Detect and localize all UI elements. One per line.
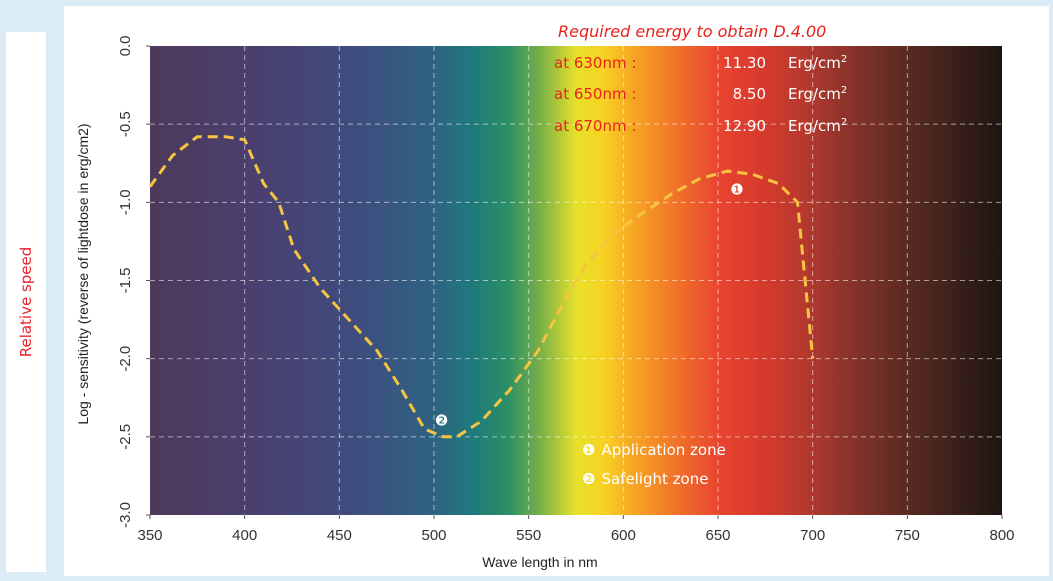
x-tick-label: 800 xyxy=(989,527,1014,544)
x-tick-label: 550 xyxy=(516,527,541,544)
zone-marker: ❷ xyxy=(435,412,448,430)
y-axis-title: Log - sensitivity (reverse of lightdose … xyxy=(75,123,91,424)
y-tick-label: -1.0 xyxy=(117,189,134,215)
y-tick-label: -3.0 xyxy=(117,502,134,528)
zone-marker: ❶ xyxy=(730,180,743,198)
energy-row-label: at 630nm : xyxy=(554,54,636,72)
energy-row-3: at 670nm : 12.90 Erg/cm2 xyxy=(554,117,847,135)
x-tick-label: 350 xyxy=(137,527,162,544)
energy-row-2: at 650nm : 8.50 Erg/cm2 xyxy=(554,85,847,103)
legend-safelight-zone: ❷ Safelight zone xyxy=(582,470,708,488)
x-tick-label: 700 xyxy=(800,527,825,544)
energy-row-label: at 650nm : xyxy=(554,85,636,103)
energy-row-label: at 670nm : xyxy=(554,117,636,135)
energy-row-1: at 630nm : 11.30 Erg/cm2 xyxy=(554,54,847,72)
chart-panel: 350 400 450 500 550 600 650 700 750 800 0.0 -0.5 -1… xyxy=(64,6,1049,576)
x-tick-label: 400 xyxy=(232,527,257,544)
y-tick-label: -1.5 xyxy=(117,268,134,294)
y-tick-label: -2.5 xyxy=(117,424,134,450)
x-axis-title: Wave length in nm xyxy=(482,554,597,570)
y-axis-ticks: 0.0 -0.5 -1.0 -1.5 -2.0 -2.5 -3.0 xyxy=(117,36,150,528)
x-tick-label: 750 xyxy=(895,527,920,544)
energy-row-unit: Erg/cm2 xyxy=(788,54,847,72)
annotation-title-box xyxy=(550,14,956,44)
legend-application-zone: ❶ Application zone xyxy=(582,441,726,459)
zone-markers: ❶❷ xyxy=(435,180,744,429)
x-axis-ticks: 350 400 450 500 550 600 650 700 750 800 xyxy=(137,515,1015,544)
x-tick-label: 600 xyxy=(611,527,636,544)
energy-row-value: 11.30 xyxy=(723,54,766,72)
side-label-strip xyxy=(6,32,46,572)
relative-speed-label: Relative speed xyxy=(17,246,35,358)
series-layer xyxy=(148,135,815,439)
y-tick-label: -0.5 xyxy=(117,111,134,137)
x-tick-label: 650 xyxy=(705,527,730,544)
energy-row-value: 8.50 xyxy=(733,85,766,103)
spectral-sensitivity-chart: 350 400 450 500 550 600 650 700 750 800 0.0 -0.5 -1… xyxy=(75,14,1015,570)
energy-row-value: 12.90 xyxy=(723,117,766,135)
energy-row-unit: Erg/cm2 xyxy=(788,85,847,103)
zone-legend: ❶ Application zone ❷ Safelight zone xyxy=(582,441,726,488)
energy-row-unit: Erg/cm2 xyxy=(788,117,847,135)
x-tick-label: 450 xyxy=(327,527,352,544)
y-tick-label: 0.0 xyxy=(117,36,134,57)
sensitivity-curve xyxy=(148,135,815,439)
annotation-title: Required energy to obtain D.4.00 xyxy=(558,22,826,41)
y-tick-label: -2.0 xyxy=(117,346,134,372)
x-tick-label: 500 xyxy=(421,527,446,544)
